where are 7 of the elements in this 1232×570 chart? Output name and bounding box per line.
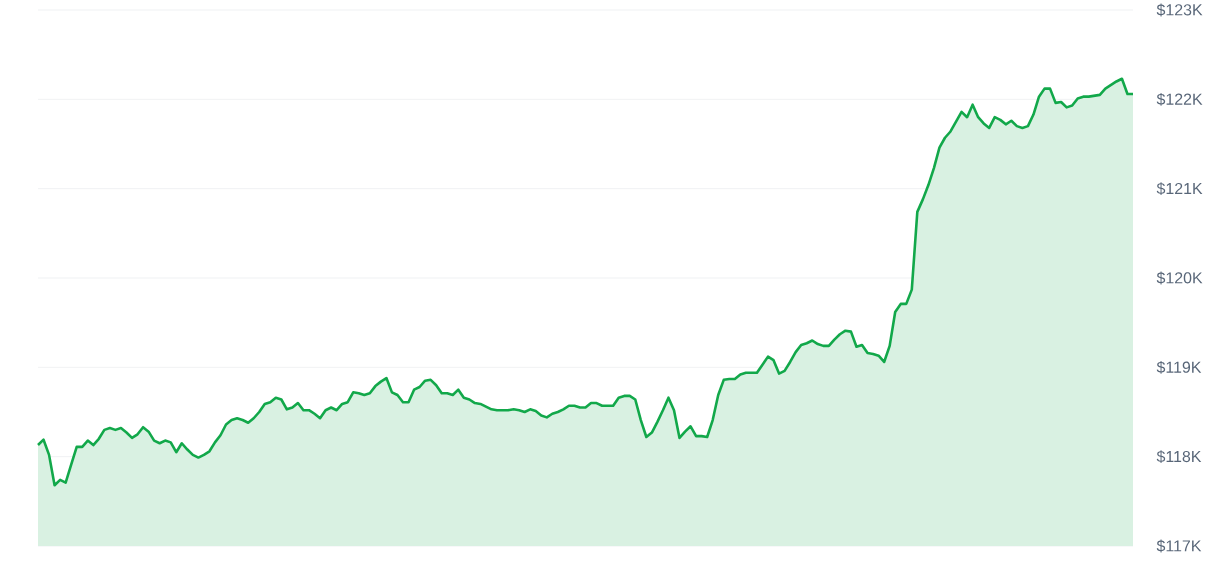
y-tick-label: $123K xyxy=(1156,3,1203,17)
y-tick-label: $121K xyxy=(1156,182,1203,196)
y-tick-label: $118K xyxy=(1156,450,1202,464)
y-tick-label: $122K xyxy=(1156,92,1203,106)
y-tick-label: $119K xyxy=(1156,360,1202,374)
y-tick-label: $120K xyxy=(1156,271,1203,285)
y-tick-label: $117K xyxy=(1156,539,1202,553)
